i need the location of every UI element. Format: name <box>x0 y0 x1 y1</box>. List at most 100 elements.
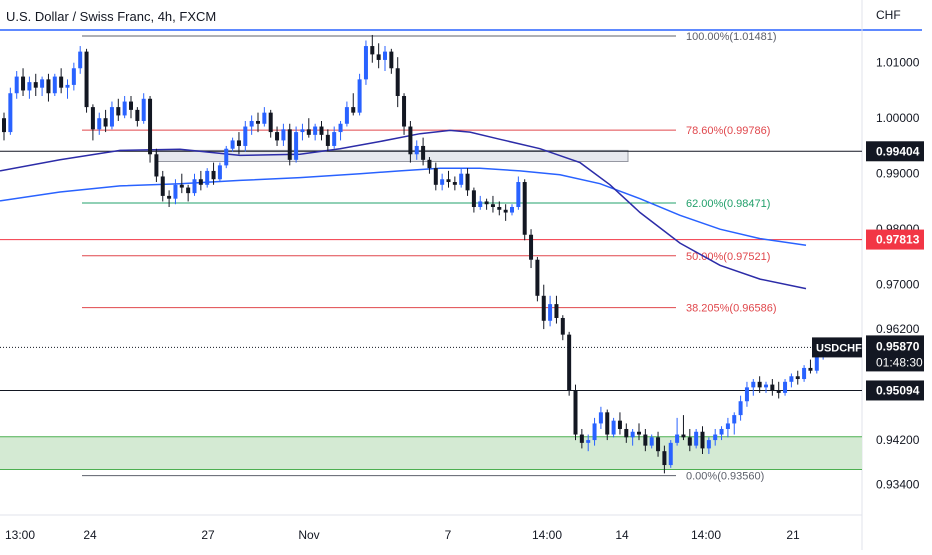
candle-body <box>814 356 819 371</box>
candle-body <box>643 434 648 446</box>
candle <box>97 112 102 135</box>
candle <box>611 417 616 438</box>
price-badge-text: 0.97813 <box>876 233 920 247</box>
x-tick-label: 24 <box>83 528 97 542</box>
candle <box>465 168 470 196</box>
candle-body <box>319 126 324 135</box>
x-tick-label: 27 <box>201 528 215 542</box>
candles-group <box>2 34 832 474</box>
candle <box>84 48 89 113</box>
candle-body <box>370 46 375 55</box>
candle <box>567 331 572 396</box>
candle <box>452 176 457 191</box>
candle <box>573 384 578 441</box>
candle <box>776 381 781 399</box>
price-badge-text: 0.95094 <box>876 383 920 397</box>
candle <box>414 140 419 160</box>
candle <box>484 198 489 210</box>
price-badge-bg <box>866 229 924 250</box>
candle <box>649 434 654 449</box>
x-tick-label: 7 <box>445 528 452 542</box>
candle <box>236 132 241 155</box>
candle <box>605 409 610 441</box>
candle-body <box>90 107 95 130</box>
candle-body <box>757 381 762 388</box>
candle <box>668 440 673 468</box>
current-price-badge: 0.95870 01:48:30 <box>866 335 924 372</box>
candle <box>656 431 661 457</box>
candle-body <box>630 431 635 438</box>
moving-average-line <box>0 167 807 247</box>
candle <box>395 57 400 108</box>
candle-body <box>706 440 711 449</box>
candle-body <box>351 107 356 113</box>
candle-body <box>624 428 629 438</box>
candle-body <box>332 132 337 146</box>
candle-body <box>535 259 540 296</box>
candle-body <box>764 384 768 388</box>
candle-body <box>414 145 419 155</box>
candle <box>471 187 476 213</box>
candle <box>122 96 127 119</box>
y-tick-label: 1.01000 <box>876 56 920 70</box>
candle-body <box>243 126 248 146</box>
candle <box>154 148 159 183</box>
y-tick-label: 0.99000 <box>876 167 920 181</box>
current-price-text: 0.95870 <box>876 339 920 353</box>
candle <box>579 428 584 449</box>
candle <box>554 295 559 324</box>
candle <box>217 162 222 183</box>
candle <box>598 406 603 429</box>
candle-body <box>129 101 133 110</box>
chart-title: U.S. Dollar / Swiss Franc, 4h, FXCM <box>6 9 217 24</box>
candle <box>268 109 273 138</box>
candle-body <box>700 431 705 449</box>
candle <box>681 415 686 441</box>
candle <box>14 71 19 99</box>
price-badge: 0.99404 <box>866 141 924 162</box>
candle <box>408 120 413 163</box>
candle-body <box>605 412 610 435</box>
candle <box>795 370 800 385</box>
y-tick-label: 0.93400 <box>876 477 920 491</box>
candle <box>27 76 32 99</box>
candle-body <box>598 412 603 424</box>
candle-body <box>586 440 591 443</box>
candle-body <box>408 126 413 155</box>
candle <box>160 170 165 202</box>
price-badge: 0.95094 <box>866 380 924 401</box>
candle-body <box>732 415 737 424</box>
candle <box>738 395 743 421</box>
candle <box>592 417 597 446</box>
candle-body <box>795 376 800 380</box>
candle-body <box>490 204 495 207</box>
candle-body <box>503 209 508 213</box>
candle-body <box>205 170 210 185</box>
candle-body <box>611 420 616 435</box>
candle-body <box>59 76 64 88</box>
candle <box>516 176 521 210</box>
candle-body <box>389 51 394 69</box>
candle <box>71 62 76 91</box>
candle <box>357 73 362 116</box>
candle <box>675 417 680 446</box>
candle-body <box>783 381 788 393</box>
candle-body <box>160 176 165 196</box>
candle <box>535 256 540 302</box>
candle-body <box>46 79 51 94</box>
price-badge-text: 0.99404 <box>876 144 920 158</box>
candle-body <box>103 118 108 127</box>
candle <box>541 284 546 330</box>
candle <box>116 98 121 121</box>
candle <box>402 93 407 135</box>
candle-body <box>725 423 730 429</box>
candle-body <box>548 304 553 321</box>
candle-body <box>224 148 229 166</box>
candle <box>313 123 318 141</box>
candle-body <box>687 437 692 446</box>
candle-body <box>65 84 70 88</box>
candle-body <box>363 46 368 80</box>
x-tick-label: 21 <box>786 528 800 542</box>
candle-body <box>211 170 216 180</box>
